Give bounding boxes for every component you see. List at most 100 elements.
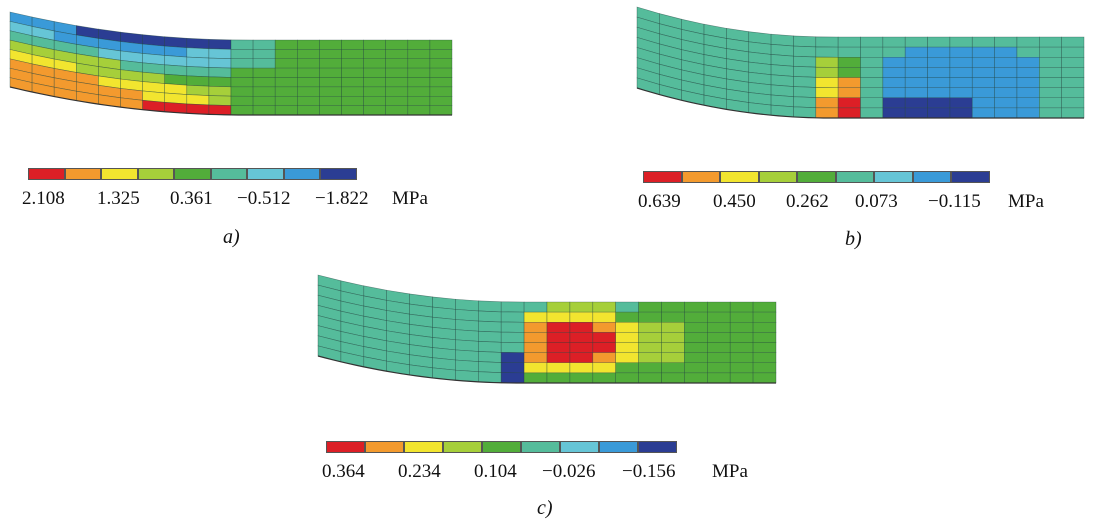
scale-swatch — [174, 168, 211, 180]
mesh-element — [186, 103, 210, 115]
mesh-element — [684, 311, 708, 323]
mesh-element — [1016, 36, 1040, 48]
mesh-element — [661, 311, 685, 323]
mesh-element — [500, 311, 525, 323]
mesh-element — [729, 311, 754, 323]
mesh-element — [341, 77, 364, 88]
mesh-element — [363, 49, 387, 60]
mesh-element — [994, 56, 1018, 68]
mesh-element — [684, 352, 708, 364]
scale-swatch — [521, 441, 560, 453]
mesh-element — [1061, 77, 1085, 88]
scale-swatch — [365, 441, 404, 453]
mesh-element — [927, 56, 951, 68]
mesh-element — [770, 54, 794, 67]
scale-swatch — [638, 441, 677, 453]
mesh-element — [363, 86, 387, 97]
mesh-element — [793, 35, 817, 48]
scale-swatch — [443, 441, 482, 453]
beam-edge — [9, 86, 452, 116]
mesh-element — [770, 94, 794, 108]
mesh-element — [882, 107, 906, 119]
mesh-element — [429, 39, 453, 50]
mesh-element — [429, 86, 453, 97]
mesh-element — [949, 87, 973, 99]
mesh-element — [1061, 36, 1085, 48]
mesh-element — [500, 341, 525, 353]
mesh-element — [752, 342, 777, 353]
mesh-element — [363, 95, 387, 106]
mesh-element — [385, 95, 409, 106]
mesh-element — [949, 36, 973, 48]
mesh-element — [407, 95, 431, 106]
mesh-element — [455, 359, 479, 373]
mesh-element — [927, 36, 951, 48]
mesh-element — [1061, 107, 1085, 119]
mesh-element — [319, 105, 342, 116]
mesh-element — [208, 95, 232, 106]
scale-tick-a-4: −0.512 — [237, 188, 291, 209]
mesh-element — [230, 77, 254, 88]
mesh-element — [793, 106, 817, 119]
mesh-element — [860, 107, 884, 119]
mesh-element — [252, 95, 276, 106]
color-scale-bar-b — [643, 171, 990, 183]
mesh-element — [752, 311, 777, 323]
mesh-element — [638, 372, 662, 384]
scale-tick-b-4: 0.073 — [855, 191, 898, 212]
scale-swatch — [482, 441, 521, 453]
mesh-element — [971, 36, 995, 48]
mesh-element — [341, 39, 364, 50]
scale-swatch — [137, 168, 174, 180]
mesh-element — [815, 107, 839, 119]
mesh-element — [274, 86, 298, 97]
mesh-element — [319, 95, 342, 106]
scale-tick-a-3: 0.361 — [170, 188, 213, 209]
mesh-element — [477, 330, 502, 343]
mesh-element — [706, 342, 731, 353]
mesh-element — [208, 57, 232, 69]
mesh-element — [706, 321, 731, 333]
mesh-element — [615, 362, 639, 374]
mesh-element — [546, 311, 571, 323]
mesh-element — [927, 97, 951, 109]
mesh-element — [208, 104, 232, 116]
mesh-element — [752, 362, 777, 374]
mesh-element — [949, 97, 973, 109]
mesh-element — [208, 76, 232, 88]
mesh-element — [994, 67, 1018, 78]
mesh-element — [569, 342, 594, 353]
mesh-element — [904, 77, 928, 88]
mesh-element — [429, 67, 453, 78]
mesh-element — [592, 372, 617, 384]
mesh-element — [684, 321, 708, 333]
mesh-element — [837, 36, 861, 48]
mesh-element — [882, 36, 906, 48]
mesh-element — [837, 46, 861, 58]
mesh-element — [363, 58, 387, 69]
scale-swatch — [797, 171, 836, 183]
mesh-element — [252, 86, 276, 97]
mesh-beam-c — [317, 274, 777, 384]
mesh-element — [1016, 107, 1040, 119]
mesh-element — [546, 301, 571, 313]
mesh-element — [837, 67, 861, 78]
mesh-element — [208, 39, 232, 50]
mesh-element — [882, 87, 906, 99]
mesh-element — [927, 107, 951, 119]
mesh-element — [860, 87, 884, 99]
mesh-element — [455, 339, 479, 352]
mesh-element — [477, 320, 502, 333]
mesh-element — [638, 311, 662, 323]
mesh-element — [904, 56, 928, 68]
mesh-element — [500, 321, 525, 333]
mesh-element — [904, 67, 928, 78]
mesh-element — [592, 352, 617, 364]
mesh-element — [569, 332, 594, 343]
mesh-element — [638, 362, 662, 374]
color-scale-bar-a — [28, 168, 357, 180]
mesh-element — [661, 372, 685, 384]
mesh-element — [1016, 67, 1040, 78]
scale-tick-b-2: 0.450 — [713, 191, 756, 212]
